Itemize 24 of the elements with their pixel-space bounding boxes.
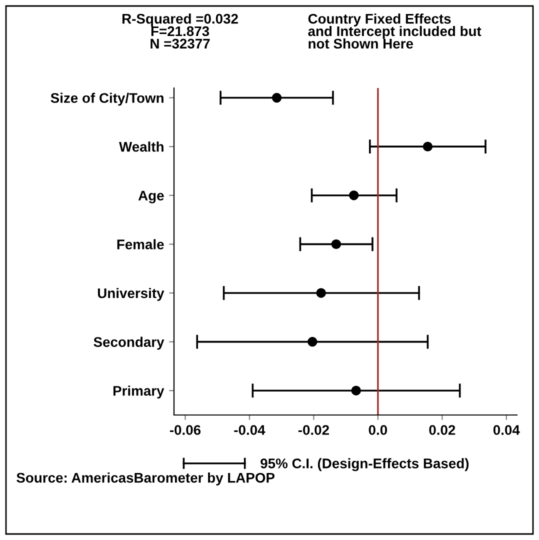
- y-tick-label: University: [98, 288, 164, 301]
- point: [331, 239, 342, 250]
- point: [348, 190, 359, 200]
- x-tick-label: -0.06: [170, 425, 201, 435]
- y-tick-label: Primary: [113, 386, 164, 399]
- y-tick-label: Age: [138, 190, 164, 204]
- x-tick-label: 0.0: [368, 425, 388, 435]
- y-tick-label: Female: [117, 239, 164, 250]
- point: [351, 386, 361, 396]
- x-tick-label: 0.04: [493, 425, 520, 435]
- y-tick-label: Size of City/Town: [50, 92, 164, 106]
- x-tick-label: -0.02: [298, 425, 329, 435]
- text: Country Fixed Effects and Intercept included but not Shown Here: [308, 14, 482, 49]
- source-note: Source: AmericasBarometer by LAPOP: [16, 472, 275, 486]
- x-tick-label: -0.04: [234, 425, 266, 435]
- legend-label: 95% C.I. (Design-Effects Based): [260, 458, 469, 472]
- x-tick-label: 0.02: [429, 425, 456, 435]
- point: [308, 336, 318, 347]
- y-tick-label: Wealth: [119, 142, 164, 152]
- point: [316, 288, 326, 298]
- point: [272, 92, 282, 103]
- text: R-Squared =0.032 F=21.873 N =32377: [122, 14, 238, 49]
- point: [422, 142, 433, 152]
- y-tick-label: Secondary: [94, 336, 164, 350]
